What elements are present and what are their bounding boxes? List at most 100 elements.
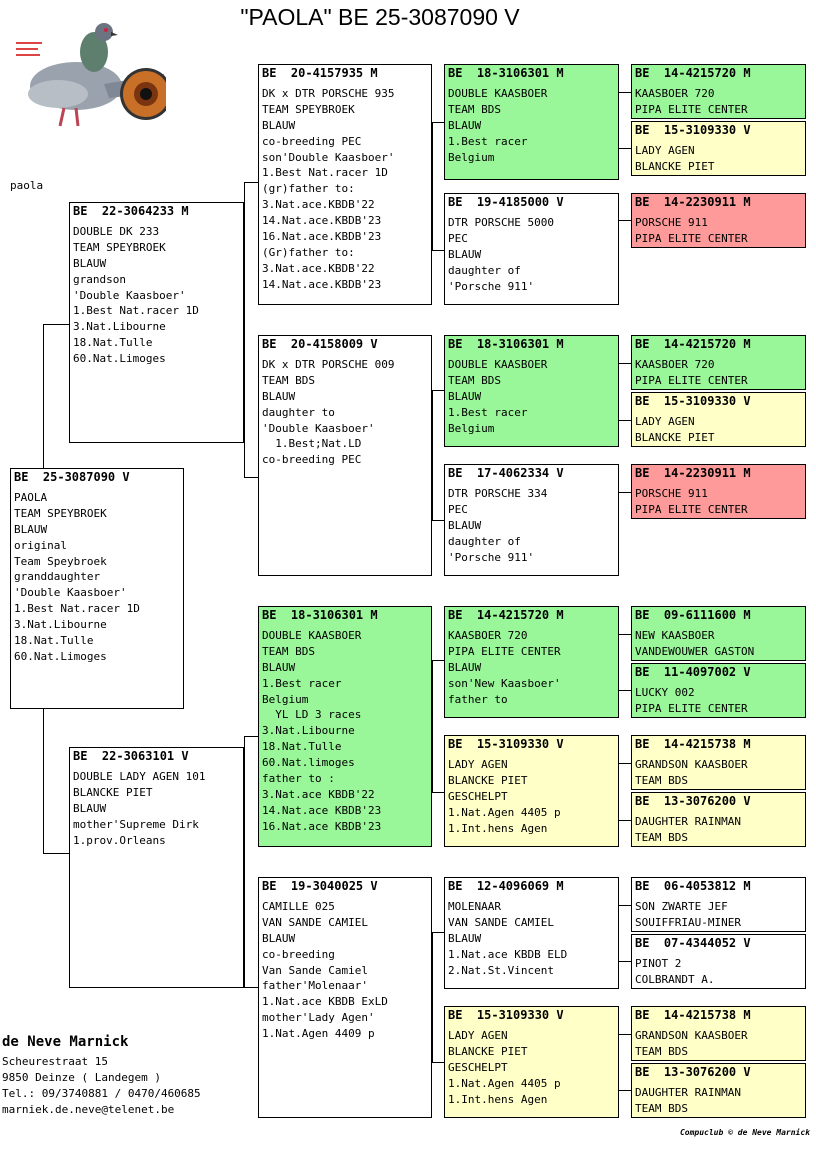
- pedigree-info-line: TEAM BDS: [635, 1101, 688, 1115]
- pedigree-info-line: 'Double Kaasboer': [14, 586, 127, 600]
- connector-line: [432, 792, 444, 793]
- pedigree-info-line: 60.Nat.Limoges: [14, 649, 107, 663]
- pedigree-box: BE 15-3109330 V LADY AGEN BLANCKE PIET GESC…: [444, 1006, 619, 1118]
- pedigree-info-line: 1.Best racer: [262, 676, 342, 690]
- pedigree-info-line: 14.Nat.ace KBDB'23: [262, 803, 382, 817]
- pedigree-info-line: 1.Nat.ace KBDB ELD: [448, 947, 568, 961]
- pedigree-info-line: DAUGHTER RAINMAN: [635, 814, 741, 828]
- pedigree-info-line: Belgium: [448, 421, 495, 435]
- pedigree-box: BE 14-2230911 M PORSCHE 911 PIPA ELITE CEN…: [631, 193, 806, 248]
- pedigree-box: BE 18-3106301 M DOUBLE KAASBOER TEAM BDS BL…: [444, 64, 619, 180]
- connector-line: [244, 182, 245, 477]
- ring-number: BE 07-4344052 V: [635, 936, 751, 950]
- pedigree-info-line: DOUBLE KAASBOER: [448, 86, 548, 100]
- pedigree-info-line: 3.Nat.ace.KBDB'22: [262, 198, 375, 212]
- pedigree-info-line: 3.Nat.Libourne: [73, 320, 166, 334]
- pedigree-info-line: MOLENAAR: [448, 899, 501, 913]
- connector-line: [432, 932, 444, 933]
- ring-number: BE 25-3087090 V: [14, 470, 130, 484]
- ring-number: BE 20-4157935 M: [262, 66, 378, 80]
- pedigree-info-line: DOUBLE DK 233: [73, 224, 160, 238]
- connector-line: [43, 853, 70, 854]
- pedigree-info-line: DAUGHTER RAINMAN: [635, 1085, 741, 1099]
- pedigree-info-line: BLAUW: [448, 931, 482, 945]
- pedigree-info-line: TEAM SPEYBROEK: [262, 102, 355, 116]
- connector-line: [244, 477, 258, 478]
- pedigree-info-line: TEAM BDS: [262, 644, 315, 658]
- connector-line: [619, 363, 631, 364]
- pedigree-box: BE 14-4215720 M KAASBOER 720 PIPA ELITE CE…: [631, 64, 806, 119]
- pedigree-info-line: TEAM BDS: [262, 373, 315, 387]
- pedigree-info-line: Team Speybroek: [14, 554, 107, 568]
- pedigree-info-line: son'Double Kaasboer': [262, 150, 395, 164]
- ring-number: BE 06-4053812 M: [635, 879, 751, 893]
- pedigree-info-line: 1.Int.hens Agen: [448, 1092, 548, 1106]
- side-label: paola: [10, 179, 44, 192]
- connector-line: [619, 92, 631, 93]
- pedigree-info-line: BLANCKE PIET: [635, 159, 715, 173]
- owner-tel: Tel.: 09/3740881 / 0470/460685: [2, 1087, 201, 1100]
- pedigree-info-line: co-breeding PEC: [262, 134, 362, 148]
- pedigree-info-line: 60.Nat.Limoges: [73, 352, 166, 366]
- pedigree-info-line: 1.Best racer: [448, 405, 528, 419]
- pedigree-info-line: (Gr)father to:: [262, 245, 355, 259]
- pedigree-info-line: father to :: [262, 772, 335, 786]
- pedigree-info-line: BLAUW: [73, 801, 107, 815]
- pedigree-info-line: BLAUW: [448, 518, 482, 532]
- pedigree-info-line: 1.Nat.Agen 4409 p: [262, 1027, 375, 1041]
- pedigree-info-line: 1.Best Nat.racer 1D: [73, 304, 199, 318]
- connector-line: [619, 420, 631, 421]
- pedigree-info-line: 2.Nat.St.Vincent: [448, 963, 554, 977]
- pedigree-info-line: BLAUW: [448, 118, 482, 132]
- pedigree-box: BE 18-3106301 M DOUBLE KAASBOER TEAM BDS BL…: [258, 606, 432, 847]
- pedigree-info-line: TEAM BDS: [635, 830, 688, 844]
- pedigree-box: BE 06-4053812 M SON ZWARTE JEF SOUIFFRIAU-…: [631, 877, 806, 932]
- pedigree-info-line: DOUBLE KAASBOER: [448, 357, 548, 371]
- pedigree-info-line: 3.Nat.Libourne: [14, 618, 107, 632]
- pedigree-info-line: daughter to: [262, 405, 335, 419]
- pedigree-info-line: PORSCHE 911: [635, 215, 708, 229]
- pedigree-info-line: GRANDSON KAASBOER: [635, 757, 748, 771]
- pedigree-info-line: mother'Lady Agen': [262, 1011, 375, 1025]
- pedigree-info-line: mother'Supreme Dirk: [73, 817, 199, 831]
- connector-line: [619, 820, 631, 821]
- pedigree-box: BE 09-6111600 M NEW KAASBOER VANDEWOUWER G…: [631, 606, 806, 661]
- ring-number: BE 19-4185000 V: [448, 195, 564, 209]
- ring-number: BE 22-3063101 V: [73, 749, 189, 763]
- connector-line: [244, 736, 245, 987]
- pedigree-info-line: 1.Nat.ace KBDB ExLD: [262, 995, 388, 1009]
- pedigree-info-line: PORSCHE 911: [635, 486, 708, 500]
- connector-line: [432, 390, 433, 520]
- pedigree-info-line: 1.Nat.Agen 4405 p: [448, 1076, 561, 1090]
- pedigree-info-line: (gr)father to:: [262, 182, 355, 196]
- pedigree-info-line: TEAM SPEYBROEK: [14, 506, 107, 520]
- pedigree-info-line: PIPA ELITE CENTER: [635, 701, 748, 715]
- pedigree-box: BE 15-3109330 V LADY AGEN BLANCKE PIET: [631, 121, 806, 176]
- pedigree-info-line: TEAM SPEYBROEK: [73, 240, 166, 254]
- pedigree-info-line: BLAUW: [262, 660, 296, 674]
- pedigree-box: BE 12-4096069 M MOLENAAR VAN SANDE CAMIEL B…: [444, 877, 619, 989]
- pedigree-info-line: PIPA ELITE CENTER: [635, 102, 748, 116]
- pedigree-info-line: PIPA ELITE CENTER: [635, 502, 748, 516]
- pedigree-info-line: DK x DTR PORSCHE 935: [262, 86, 395, 100]
- pedigree-box: BE 14-4215738 M GRANDSON KAASBOER TEAM BDS: [631, 735, 806, 790]
- pedigree-info-line: CAMILLE 025: [262, 899, 335, 913]
- pedigree-info-line: DTR PORSCHE 5000: [448, 215, 554, 229]
- connector-line: [432, 932, 433, 1062]
- pedigree-box: BE 13-3076200 V DAUGHTER RAINMAN TEAM BDS: [631, 792, 806, 847]
- owner-city: 9850 Deinze ( Landegem ): [2, 1071, 161, 1084]
- pedigree-info-line: GESCHELPT: [448, 1060, 508, 1074]
- ring-number: BE 22-3064233 M: [73, 204, 189, 218]
- pedigree-info-line: 1.prov.Orleans: [73, 833, 166, 847]
- pedigree-info-line: 16.Nat.ace KBDB'23: [262, 819, 382, 833]
- pedigree-info-line: DK x DTR PORSCHE 009: [262, 357, 395, 371]
- ring-number: BE 13-3076200 V: [635, 1065, 751, 1079]
- pedigree-info-line: BLAUW: [448, 660, 482, 674]
- pedigree-box: BE 13-3076200 V DAUGHTER RAINMAN TEAM BDS: [631, 1063, 806, 1118]
- pedigree-info-line: 'Double Kaasboer': [262, 421, 375, 435]
- ring-number: BE 14-4215720 M: [635, 337, 751, 351]
- pedigree-info-line: DOUBLE KAASBOER: [262, 628, 362, 642]
- pedigree-info-line: co-breeding PEC: [262, 453, 362, 467]
- pedigree-info-line: Belgium: [448, 150, 495, 164]
- ring-number: BE 18-3106301 M: [448, 337, 564, 351]
